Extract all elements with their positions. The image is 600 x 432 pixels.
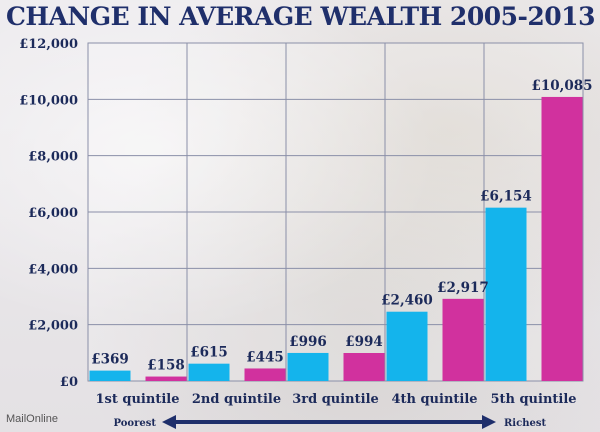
data-label: £994 xyxy=(345,334,383,350)
bar-series-2 xyxy=(343,353,385,381)
data-label: £6,154 xyxy=(480,189,532,205)
y-tick-label: £10,000 xyxy=(19,93,78,108)
arrow-left-head xyxy=(162,415,176,429)
bar-series-2 xyxy=(541,96,583,382)
y-tick-label: £4,000 xyxy=(28,262,78,277)
y-tick-label: £0 xyxy=(60,375,78,390)
bar-series-1 xyxy=(287,352,329,381)
bar-series-2 xyxy=(442,298,484,381)
x-tick-label: 3rd quintile xyxy=(292,392,379,407)
bar-series-1 xyxy=(89,370,131,381)
data-label: £615 xyxy=(190,345,228,361)
data-label: £10,085 xyxy=(531,78,592,94)
x-axis: 1st quintile 2nd quintile 3rd quintile 4th … xyxy=(96,392,577,407)
bar-series-2 xyxy=(145,376,187,381)
y-tick-label: £2,000 xyxy=(28,319,78,334)
data-label: £369 xyxy=(91,352,129,368)
bar-series-2 xyxy=(244,368,286,381)
arrow-right-head xyxy=(482,415,496,429)
bar-series-1 xyxy=(485,207,527,381)
data-label: £445 xyxy=(246,349,284,365)
x-tick-label: 2nd quintile xyxy=(192,392,281,407)
y-tick-label: £12,000 xyxy=(19,37,78,52)
poorest-label: Poorest xyxy=(114,418,157,429)
data-label: £158 xyxy=(147,358,185,374)
bar-series-1 xyxy=(188,363,230,381)
source-credit: MailOnline xyxy=(6,413,58,425)
chart-title: CHANGE IN AVERAGE WEALTH 2005-2013 xyxy=(6,2,595,31)
x-tick-label: 5th quintile xyxy=(490,392,576,407)
data-label: £2,917 xyxy=(437,280,489,296)
y-tick-label: £8,000 xyxy=(28,150,78,165)
poorest-richest-arrow: Poorest Richest xyxy=(114,415,546,429)
bars xyxy=(89,96,583,382)
y-tick-label: £6,000 xyxy=(28,206,78,221)
x-tick-label: 1st quintile xyxy=(96,392,180,407)
data-label: £2,460 xyxy=(381,293,433,309)
x-tick-label: 4th quintile xyxy=(391,392,477,407)
y-axis: £0 £2,000 £4,000 £6,000 £8,000 £10,000 £12,000 xyxy=(19,37,78,390)
data-label: £996 xyxy=(289,334,327,350)
bar-series-1 xyxy=(386,311,428,381)
richest-label: Richest xyxy=(504,418,546,429)
data-labels: £369 £158 £615 £445 £996 £994 £2,460£2,917 £6,1… xyxy=(91,78,592,374)
